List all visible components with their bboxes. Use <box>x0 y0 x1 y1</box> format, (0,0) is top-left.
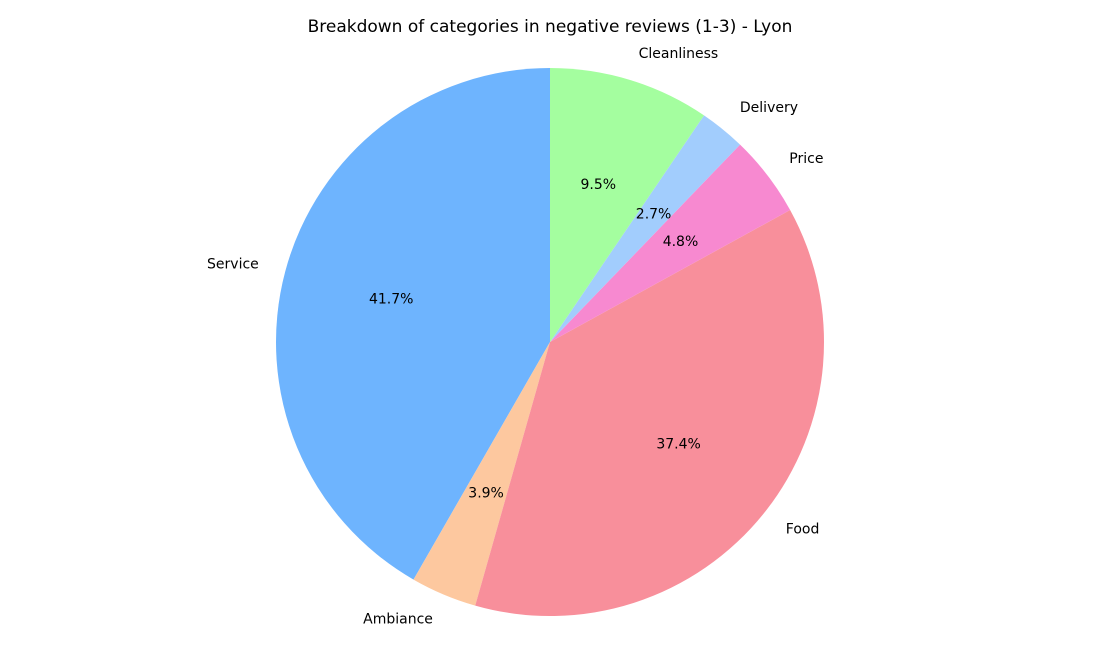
slice-label-ambiance: Ambiance <box>363 612 433 628</box>
labels-layer: Service 41.7% Ambiance 3.9% Food 37.4% Price 4.… <box>207 46 823 628</box>
slice-label-delivery: Delivery <box>740 100 798 116</box>
pie-slice-food <box>475 210 825 617</box>
slice-label-cleanliness: Cleanliness <box>639 46 719 62</box>
chart-title: Breakdown of categories in negative revi… <box>308 17 793 37</box>
slice-pct-cleanliness: 9.5% <box>581 177 617 193</box>
slice-pct-price: 4.8% <box>663 234 699 250</box>
slice-label-food: Food <box>786 522 820 538</box>
slice-label-price: Price <box>789 151 823 167</box>
slice-pct-ambiance: 3.9% <box>468 486 504 502</box>
slices-layer <box>275 68 825 617</box>
pie-slice-service <box>275 68 550 580</box>
slice-pct-delivery: 2.7% <box>636 206 672 222</box>
pie-slice-price <box>550 144 791 342</box>
pie-slice-ambiance <box>413 342 550 606</box>
slice-pct-food: 37.4% <box>656 436 700 452</box>
pie-slice-cleanliness <box>550 68 705 342</box>
pie-slice-delivery <box>550 115 741 342</box>
slice-pct-service: 41.7% <box>369 292 413 308</box>
slice-label-service: Service <box>207 256 259 272</box>
